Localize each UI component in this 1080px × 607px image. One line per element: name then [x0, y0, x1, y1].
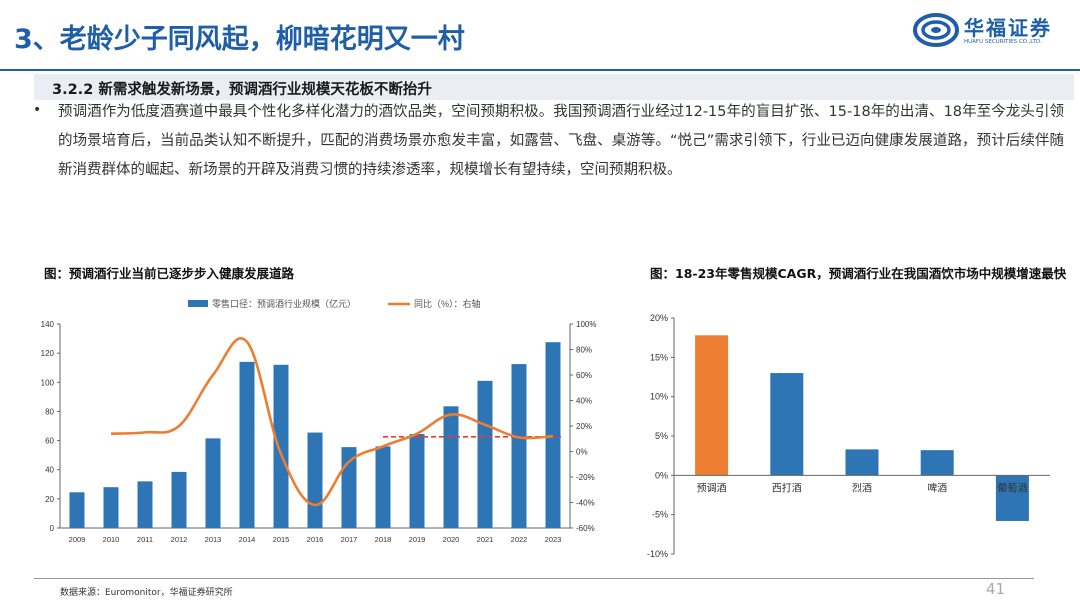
- legend-label-line: 同比（%）：右轴: [414, 298, 481, 309]
- x-tick-label: 2019: [409, 535, 426, 544]
- y-tick-label: 0%: [655, 470, 668, 480]
- cagr-bar: [770, 373, 804, 476]
- right-tick-label: 40%: [576, 397, 592, 406]
- body-paragraph: 预调酒作为低度酒赛道中最具个性化多样化潜力的酒饮品类，空间预期积极。我国预调酒行…: [58, 104, 1064, 178]
- y-tick-label: 15%: [650, 352, 668, 362]
- bar: [477, 380, 493, 528]
- x-tick-label: 2020: [443, 535, 460, 544]
- y-tick-label: 5%: [655, 431, 668, 441]
- section-heading-bar: 3.2.2 新需求触发新场景，预调酒行业规模天花板不断抬升: [34, 74, 1074, 100]
- x-tick-label: 2013: [205, 535, 222, 544]
- left-tick-label: 20: [45, 495, 54, 504]
- bar: [103, 487, 119, 528]
- cagr-bar-chart: -10% -5% 0% 5% 10% 15% 20% 预调酒 西打酒 烈酒 啤酒 葡萄酒: [647, 313, 1050, 559]
- section-heading: 3.2.2 新需求触发新场景，预调酒行业规模天花板不断抬升: [52, 82, 432, 98]
- cagr-bar: [920, 450, 954, 476]
- bar: [545, 342, 561, 528]
- right-tick-label: 60%: [576, 371, 592, 380]
- right-chart-caption: 图：18-23年零售规模CAGR，预调酒行业在我国酒饮市场中规模增速最快: [650, 266, 1067, 281]
- cagr-bar: [845, 449, 879, 476]
- bar: [137, 481, 153, 528]
- page-title: 3、老龄少子同风起，柳暗花明又一村: [14, 24, 465, 55]
- legend-swatch-bars: [188, 300, 208, 307]
- left-tick-label: 120: [41, 349, 55, 358]
- bar: [443, 406, 459, 528]
- x-tick-label: 2018: [375, 535, 392, 544]
- x-tick-label: 2023: [545, 535, 562, 544]
- left-tick-label: 140: [41, 320, 55, 329]
- x-tick-label: 2014: [239, 535, 256, 544]
- x-tick-label: 2016: [307, 535, 324, 544]
- source-note: 数据来源：Euromonitor，华福证券研究所: [60, 588, 233, 598]
- left-tick-label: 0: [50, 524, 55, 533]
- x-tick-label: 西打酒: [772, 481, 802, 494]
- y-tick-label: 10%: [650, 392, 668, 402]
- logo-emblem-icon: [913, 13, 959, 47]
- right-tick-label: -40%: [576, 499, 595, 508]
- logo-name: 华福证券: [964, 16, 1052, 40]
- bar: [69, 492, 85, 528]
- bar: [205, 438, 221, 528]
- x-tick-label: 2011: [137, 535, 153, 544]
- x-tick-label: 烈酒: [852, 482, 872, 494]
- right-tick-label: 80%: [576, 346, 592, 355]
- left-tick-label: 60: [45, 437, 54, 446]
- bar: [171, 471, 187, 528]
- y-tick-label: -10%: [647, 549, 668, 559]
- x-tick-label: 预调酒: [697, 482, 727, 494]
- bullet-marker: •: [33, 102, 42, 118]
- page-number: 41: [986, 580, 1006, 598]
- x-tick-label: 葡萄酒: [997, 481, 1027, 494]
- right-tick-label: 0%: [576, 448, 588, 457]
- header-rule: [0, 69, 1080, 71]
- y-tick-label: 20%: [650, 313, 668, 323]
- bar: [273, 364, 289, 528]
- x-tick-label: 2015: [273, 535, 290, 544]
- cagr-bar: [695, 335, 729, 476]
- right-tick-label: 100%: [576, 320, 596, 329]
- right-tick-label: 20%: [576, 422, 592, 431]
- bar: [375, 446, 391, 528]
- y-tick-label: -5%: [652, 510, 668, 520]
- x-tick-label: 2012: [171, 535, 188, 544]
- bar: [239, 361, 255, 528]
- x-tick-label: 2009: [69, 535, 86, 544]
- bar: [511, 364, 527, 528]
- footer-divider: [34, 578, 1034, 579]
- x-tick-label: 2022: [511, 535, 528, 544]
- cagr-bar: [995, 475, 1029, 521]
- x-tick-label: 2010: [103, 535, 120, 544]
- left-chart-caption: 图：预调酒行业当前已逐步步入健康发展道路: [44, 266, 295, 281]
- left-tick-label: 40: [45, 466, 54, 475]
- x-tick-label: 2017: [341, 535, 358, 544]
- left-tick-label: 80: [45, 407, 54, 416]
- left-tick-label: 100: [41, 378, 55, 387]
- right-tick-label: -20%: [576, 473, 595, 482]
- legend-label-bars: 零售口径：预调酒行业规模（亿元）: [212, 298, 356, 309]
- logo-subtitle: HUAFU SECURITIES CO.,LTD.: [964, 39, 1042, 45]
- company-logo: 华福证券 HUAFU SECURITIES CO.,LTD.: [912, 8, 1072, 56]
- bar: [409, 434, 425, 528]
- combo-chart: 零售口径：预调酒行业规模（亿元） 同比（%）：右轴 0 20 40 60 80 100 120 1…: [41, 298, 597, 544]
- bar: [307, 432, 323, 528]
- yoy-series-line: [110, 337, 554, 507]
- right-tick-label: -60%: [576, 524, 595, 533]
- x-tick-label: 啤酒: [927, 482, 947, 494]
- x-tick-label: 2021: [477, 535, 494, 544]
